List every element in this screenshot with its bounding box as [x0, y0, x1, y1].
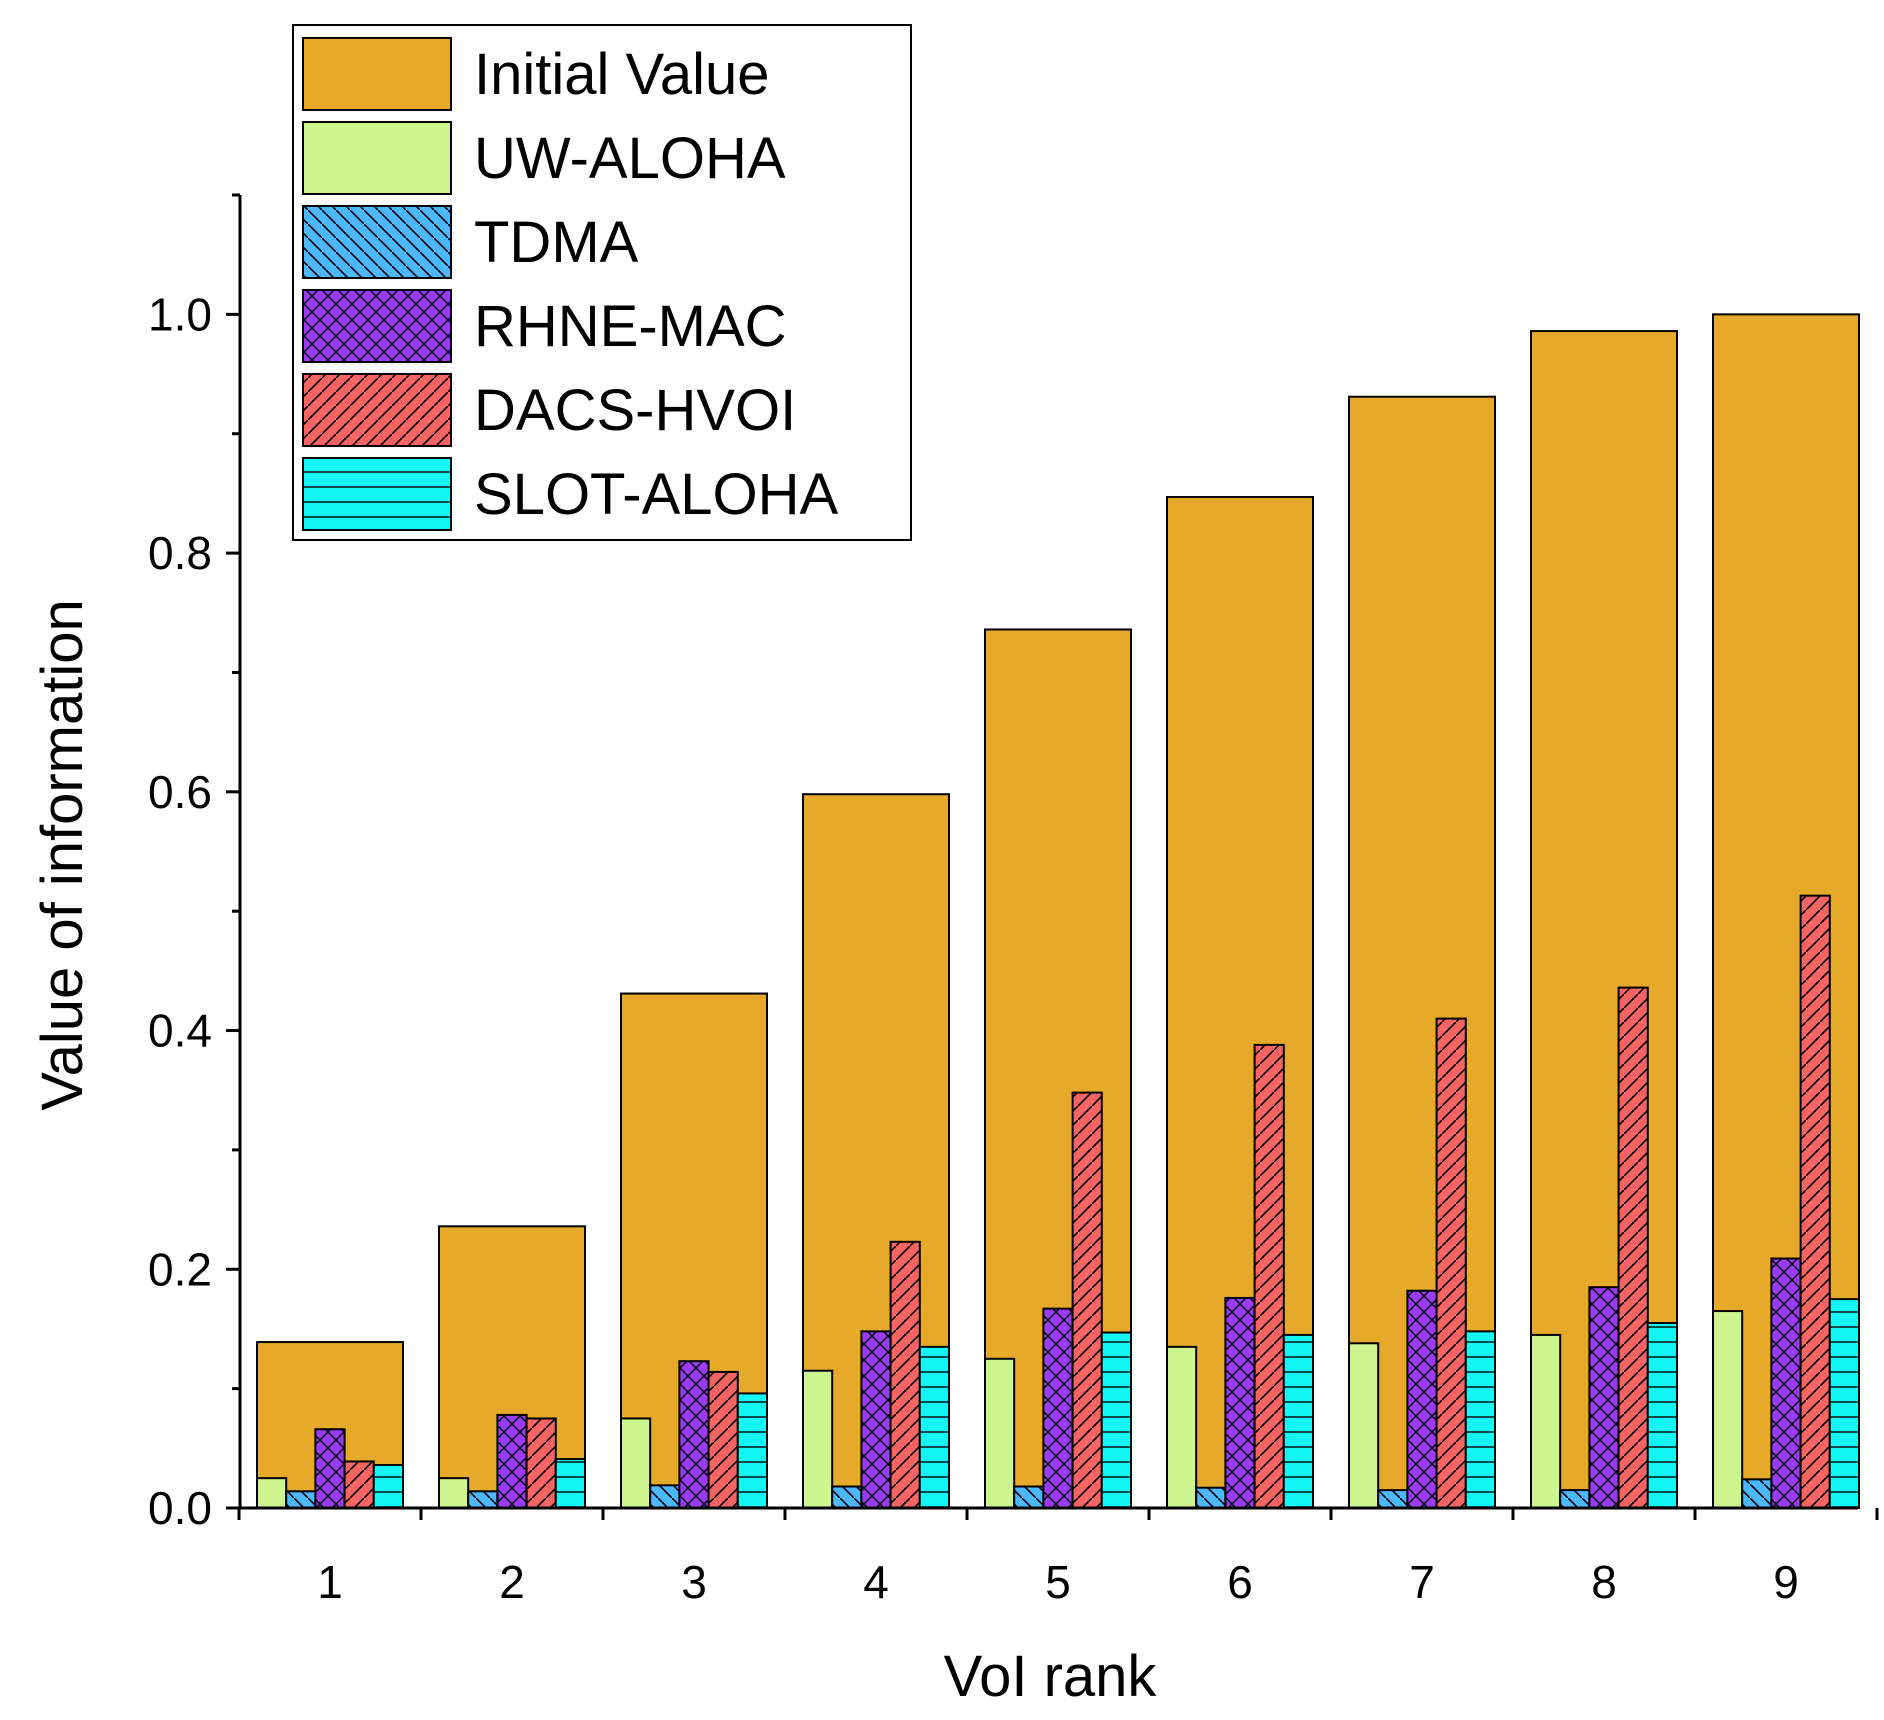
- legend-label-dacs-hvoi: DACS-HVOI: [474, 378, 796, 443]
- bar-tdma-8-pattern: [1560, 1490, 1590, 1508]
- y-tick-label: 0.4: [148, 1005, 212, 1057]
- y-tick-label: 0.6: [148, 766, 212, 818]
- axes: [238, 195, 1858, 1510]
- x-tick-label: 1: [317, 1556, 343, 1608]
- x-tick-label: 8: [1591, 1556, 1617, 1608]
- x-ticks: 1 2 3 4 5 6 7 8 9: [237, 1508, 1879, 1608]
- legend-swatch-pattern-rhne-mac: [303, 290, 451, 362]
- legend-label-initial-value: Initial Value: [474, 42, 770, 107]
- bar-dacs-hvoi-2-pattern: [526, 1418, 556, 1508]
- bar-uw-aloha-9: [1713, 1311, 1743, 1508]
- bar-rhne-mac-3-pattern: [679, 1361, 709, 1508]
- legend: Initial Value UW-ALOHA TDMA RHNE-MAC DACS-HV…: [292, 24, 912, 541]
- bar-dacs-hvoi-6-pattern: [1254, 1044, 1284, 1508]
- bar-slot-aloha-7-pattern: [1465, 1331, 1495, 1508]
- bar-slot-aloha-2-pattern: [555, 1459, 585, 1508]
- x-tick-label: 7: [1409, 1556, 1435, 1608]
- bar-slot-aloha-5-pattern: [1101, 1332, 1131, 1508]
- legend-label-rhne-mac: RHNE-MAC: [474, 294, 787, 359]
- bar-rhne-mac-6-pattern: [1225, 1297, 1255, 1508]
- bar-rhne-mac-8-pattern: [1589, 1287, 1619, 1508]
- bar-rhne-mac-9-pattern: [1771, 1258, 1801, 1508]
- y-tick-label: 0.2: [148, 1243, 212, 1295]
- legend-swatch-outline-dacs-hvoi: [302, 373, 452, 447]
- legend-swatch-pattern-tdma: [303, 206, 451, 278]
- bar-uw-aloha-5: [985, 1358, 1015, 1508]
- legend-swatch-outline-uw-aloha: [302, 121, 452, 195]
- bar-rhne-mac-2-pattern: [497, 1414, 527, 1508]
- legend-label-tdma: TDMA: [474, 210, 639, 275]
- bar-uw-aloha-8: [1531, 1334, 1561, 1508]
- y-tick-label: 1.0: [148, 288, 212, 340]
- bar-rhne-mac-5-pattern: [1043, 1308, 1073, 1508]
- bar-tdma-3-pattern: [650, 1485, 680, 1508]
- bar-tdma-1-pattern: [286, 1491, 316, 1508]
- bar-slot-aloha-3-pattern: [737, 1393, 767, 1508]
- bar-tdma-5-pattern: [1014, 1486, 1044, 1508]
- bar-uw-aloha-6: [1167, 1346, 1197, 1508]
- x-tick-label: 9: [1773, 1556, 1799, 1608]
- bar-tdma-7-pattern: [1378, 1490, 1408, 1508]
- bar-slot-aloha-4-pattern: [919, 1346, 949, 1508]
- x-axis-title: VoI rank: [944, 1644, 1158, 1709]
- x-tick-label: 2: [499, 1556, 525, 1608]
- bar-dacs-hvoi-8-pattern: [1618, 987, 1648, 1508]
- legend-swatch-pattern-dacs-hvoi: [303, 374, 451, 446]
- bar-uw-aloha-4: [803, 1370, 833, 1508]
- y-tick-label: 0.8: [148, 527, 212, 579]
- legend-swatch-initial-value: [303, 38, 451, 110]
- legend-label-uw-aloha: UW-ALOHA: [474, 126, 786, 191]
- bar-rhne-mac-7-pattern: [1407, 1290, 1437, 1508]
- bar-slot-aloha-8-pattern: [1647, 1322, 1677, 1508]
- bars-layer: [256, 313, 1861, 1510]
- legend-swatch-outline-initial-value: [302, 37, 452, 111]
- bar-slot-aloha-6-pattern: [1283, 1334, 1313, 1508]
- bar-rhne-mac-1-pattern: [315, 1429, 345, 1508]
- legend-label-slot-aloha: SLOT-ALOHA: [474, 462, 839, 527]
- bar-dacs-hvoi-4-pattern: [890, 1241, 920, 1508]
- x-tick-label: 4: [863, 1556, 889, 1608]
- y-tick-label: 0.0: [148, 1482, 212, 1534]
- x-tick-label: 6: [1227, 1556, 1253, 1608]
- bar-slot-aloha-9-pattern: [1829, 1299, 1859, 1508]
- bar-tdma-4-pattern: [832, 1486, 862, 1508]
- y-axis-title: Value of information: [30, 599, 95, 1111]
- bar-rhne-mac-4-pattern: [861, 1331, 891, 1508]
- legend-swatch-outline-rhne-mac: [302, 289, 452, 363]
- bar-tdma-6-pattern: [1196, 1487, 1226, 1508]
- bar-uw-aloha-1: [257, 1478, 287, 1508]
- bar-uw-aloha-2: [439, 1478, 469, 1508]
- legend-swatch-uw-aloha: [303, 122, 451, 194]
- bar-slot-aloha-1-pattern: [373, 1465, 403, 1508]
- bar-tdma-9-pattern: [1742, 1479, 1772, 1508]
- bar-dacs-hvoi-7-pattern: [1436, 1018, 1466, 1508]
- y-ticks: 0.0 0.2 0.4 0.6 0.8 1.0: [148, 193, 240, 1534]
- bar-dacs-hvoi-9-pattern: [1800, 895, 1830, 1508]
- bar-tdma-2-pattern: [468, 1491, 498, 1508]
- bar-uw-aloha-3: [621, 1418, 651, 1508]
- bar-dacs-hvoi-5-pattern: [1072, 1092, 1102, 1508]
- legend-swatch-outline-slot-aloha: [302, 457, 452, 531]
- bar-dacs-hvoi-3-pattern: [708, 1371, 738, 1508]
- bar-dacs-hvoi-1-pattern: [344, 1461, 374, 1508]
- bar-uw-aloha-7: [1349, 1343, 1379, 1508]
- legend-swatch-outline-tdma: [302, 205, 452, 279]
- x-tick-label: 3: [681, 1556, 707, 1608]
- legend-swatch-pattern-slot-aloha: [303, 458, 451, 530]
- x-tick-label: 5: [1045, 1556, 1071, 1608]
